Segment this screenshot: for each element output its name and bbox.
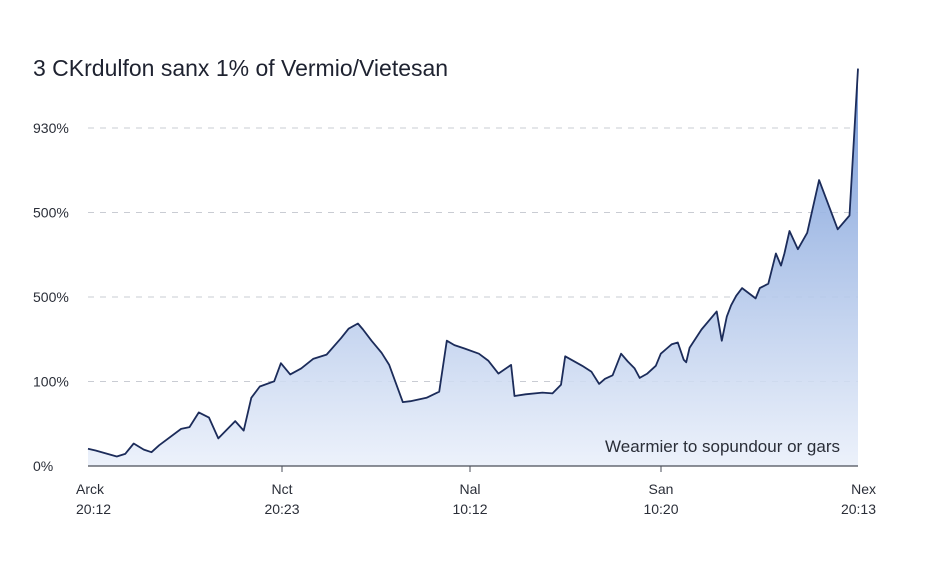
x-tick-time: 10:12: [452, 501, 487, 517]
x-tick-label: Nal: [459, 481, 480, 497]
x-tick-time: 10:20: [643, 501, 678, 517]
y-tick-label: 500%: [33, 205, 69, 221]
x-tick-label: San: [649, 481, 674, 497]
x-tick-time: 20:13: [841, 501, 876, 517]
series-line: [87, 68, 859, 458]
y-tick-label: 500%: [33, 289, 69, 305]
x-tick-time: 20:12: [76, 501, 111, 517]
x-tick-label: Nex: [851, 481, 876, 497]
x-tick-label: Arck: [76, 481, 105, 497]
x-tick-time: 20:23: [264, 501, 299, 517]
chart-title: 3 CKrdulfon sanx 1% of Vermio/Vietesan: [33, 55, 448, 81]
x-axis-ticks: Arck 20:12 Nct 20:23 Nal 10:12 San 10:20 Nex 20:1…: [76, 466, 876, 517]
x-tick-label: Nct: [272, 481, 293, 497]
y-axis-ticks: 0% 100% 500% 500% 930%: [33, 120, 69, 474]
y-tick-label: 930%: [33, 120, 69, 136]
y-tick-label: 0%: [33, 458, 53, 474]
chart-annotation: Wearmier to sopundour or gars: [605, 437, 840, 456]
y-tick-label: 100%: [33, 374, 69, 390]
